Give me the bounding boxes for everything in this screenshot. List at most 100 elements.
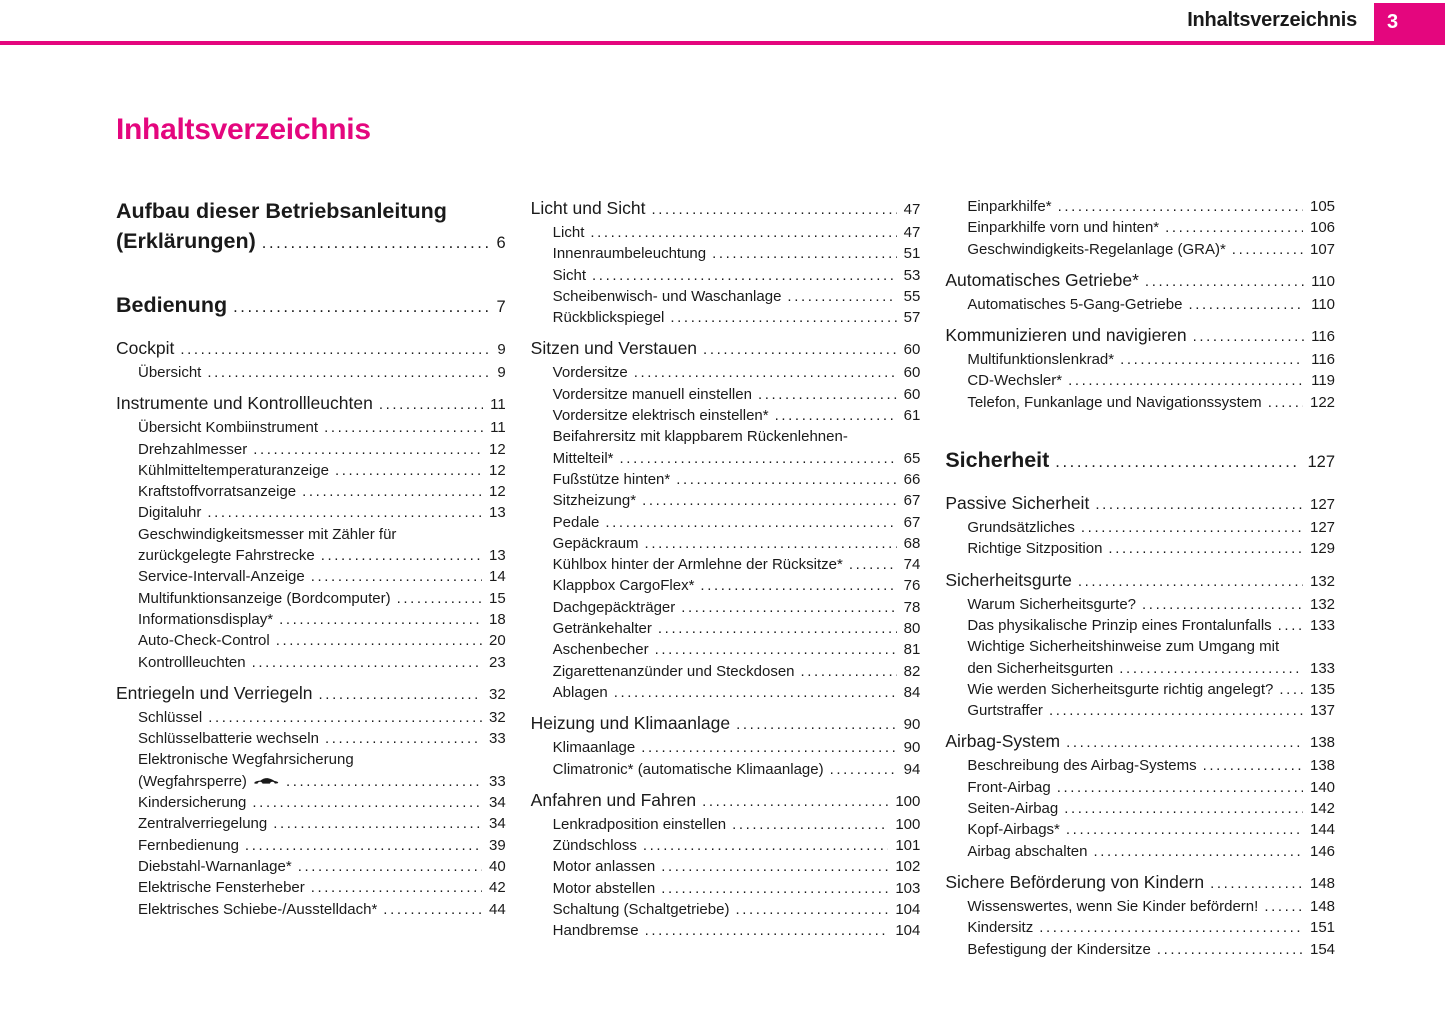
toc-entry-label: Vordersitze bbox=[552, 364, 628, 382]
toc-entry-label: Zigarettenanzünder und Steckdosen bbox=[552, 662, 795, 680]
page-number: 110 bbox=[1311, 272, 1336, 290]
toc-entry-label: Geschwindigkeits-Regelanlage (GRA)* bbox=[967, 240, 1226, 258]
page-number: 13 bbox=[488, 547, 506, 565]
dot-leader bbox=[787, 286, 896, 307]
page-number: 135 bbox=[1309, 680, 1336, 698]
dot-leader bbox=[661, 856, 888, 877]
toc-entry: Drehzahlmesser 12 bbox=[116, 439, 506, 460]
toc-entry-label: Richtige Sitzposition bbox=[967, 540, 1103, 558]
toc-entry-label: Übersicht bbox=[138, 364, 202, 381]
page-number: 106 bbox=[1309, 219, 1336, 237]
dot-leader bbox=[1142, 594, 1303, 615]
page-number: 55 bbox=[903, 287, 921, 305]
page-number: 133 bbox=[1309, 616, 1336, 634]
page-title: Inhaltsverzeichnis bbox=[116, 113, 371, 146]
dot-leader bbox=[335, 460, 482, 481]
page-number: 40 bbox=[488, 857, 506, 875]
toc-entry: Wichtige Sicherheitshinweise zum Umgang … bbox=[945, 636, 1335, 657]
toc-entry: Klappbox CargoFlex* 76 bbox=[531, 575, 921, 596]
toc-entry-label: Rückblickspiegel bbox=[552, 309, 665, 327]
page-number: 132 bbox=[1309, 595, 1336, 613]
current-page-number: 3 bbox=[1387, 11, 1399, 33]
dot-leader bbox=[681, 597, 896, 618]
dot-leader bbox=[758, 384, 897, 405]
toc-entry: Motor abstellen 103 bbox=[531, 878, 921, 899]
toc-entry-label: Vordersitze manuell einstellen bbox=[552, 385, 752, 403]
dot-leader bbox=[1203, 755, 1303, 776]
toc-entry-label: Fußstütze hinten* bbox=[552, 470, 671, 488]
page-number: 140 bbox=[1309, 778, 1336, 796]
page-number: 20 bbox=[488, 632, 506, 650]
toc-entry-label: Beschreibung des Airbag-Systems bbox=[967, 757, 1197, 775]
page-number: 103 bbox=[895, 879, 921, 897]
toc-entry-label: Zentralverriegelung bbox=[138, 815, 268, 833]
page-number: 33 bbox=[488, 772, 506, 790]
toc-entry: Sichere Beförderung von Kindern 148 bbox=[945, 870, 1335, 896]
toc-entry: Vordersitze manuell einstellen 60 bbox=[531, 384, 921, 405]
toc-entry-label: Automatisches Getriebe* bbox=[945, 269, 1139, 290]
dot-leader bbox=[661, 878, 888, 899]
toc-entry: den Sicherheitsgurten 133 bbox=[945, 658, 1335, 679]
page-number: 9 bbox=[497, 364, 506, 381]
toc-entry: Anfahren und Fahren 100 bbox=[531, 788, 921, 814]
toc-entry-label: Zündschloss bbox=[552, 837, 637, 855]
page-number: 116 bbox=[1311, 351, 1336, 369]
toc-entry: Elektronische Wegfahrsicherung bbox=[116, 749, 506, 770]
page-number: 47 bbox=[903, 224, 921, 241]
car-icon bbox=[254, 777, 279, 784]
toc-entry: Auto-Check-Control 20 bbox=[116, 630, 506, 651]
dot-leader bbox=[1066, 730, 1303, 755]
toc-entry-label: Pedale bbox=[552, 513, 600, 531]
page-number: 146 bbox=[1309, 842, 1336, 860]
dot-leader bbox=[735, 899, 888, 920]
page-number: 11 bbox=[490, 396, 506, 414]
page-number: 127 bbox=[1307, 453, 1336, 472]
toc-entry: Telefon, Funkanlage und Navigationssyste… bbox=[945, 392, 1335, 413]
dot-leader bbox=[298, 856, 482, 877]
toc-entry-label: Kommunizieren und navigieren bbox=[945, 325, 1187, 346]
toc-entry: Automatisches 5-Gang-Getriebe 110 bbox=[945, 294, 1335, 315]
page-number: 129 bbox=[1309, 540, 1336, 558]
toc-entry-label: Front-Airbag bbox=[967, 778, 1051, 796]
page-number: 74 bbox=[903, 556, 921, 574]
toc-entry-label: Elektrische Fensterheber bbox=[138, 879, 305, 897]
dot-leader bbox=[620, 448, 897, 469]
toc-entry-label: Sitzheizung* bbox=[552, 492, 637, 510]
dot-leader bbox=[311, 877, 482, 898]
toc-entry: Geschwindigkeitsmesser mit Zähler für bbox=[116, 524, 506, 545]
dot-leader bbox=[676, 469, 896, 490]
toc-entry-label: Grundsätzliches bbox=[967, 519, 1075, 537]
toc-entry-label: Einparkhilfe* bbox=[967, 198, 1052, 215]
toc-entry-label: zurückgelegte Fahrstrecke bbox=[138, 547, 315, 565]
dot-leader bbox=[1055, 447, 1300, 477]
toc-entry: Grundsätzliches 127 bbox=[945, 517, 1335, 538]
toc-entry-label: Schlüsselbatterie wechseln bbox=[138, 730, 319, 748]
page-number: 61 bbox=[903, 407, 921, 425]
toc-entry: Heizung und Klimaanlage 90 bbox=[531, 711, 921, 737]
dot-leader bbox=[253, 439, 482, 460]
toc-entry-label: Anfahren und Fahren bbox=[530, 789, 697, 810]
dot-leader bbox=[658, 618, 897, 639]
toc-entry: Gepäckraum 68 bbox=[531, 533, 921, 554]
dot-leader bbox=[324, 417, 483, 438]
toc-entry: Einparkhilfe* 105 bbox=[945, 196, 1335, 217]
running-header-title: Inhaltsverzeichnis bbox=[1187, 9, 1357, 31]
page-number: 90 bbox=[903, 739, 921, 757]
dot-leader bbox=[643, 835, 888, 856]
toc-entry: Übersicht 9 bbox=[116, 362, 506, 383]
dot-leader bbox=[830, 759, 897, 780]
page-number: 42 bbox=[488, 879, 506, 897]
dot-leader bbox=[276, 630, 482, 651]
toc-entry-label: Licht und Sicht bbox=[530, 198, 646, 218]
toc-entry: Kontrollleuchten 23 bbox=[116, 652, 506, 673]
page-number: 104 bbox=[895, 922, 921, 940]
dot-leader bbox=[233, 292, 489, 322]
page-number: 81 bbox=[903, 641, 921, 659]
toc-entry: Airbag abschalten 146 bbox=[945, 841, 1335, 862]
page-number: 33 bbox=[488, 730, 506, 748]
page-number: 94 bbox=[903, 760, 921, 778]
dot-leader bbox=[1268, 392, 1303, 413]
page-number: 47 bbox=[903, 201, 921, 218]
toc-entry-label: Schlüssel bbox=[138, 708, 203, 726]
toc-entry-label: Gepäckraum bbox=[552, 534, 639, 552]
